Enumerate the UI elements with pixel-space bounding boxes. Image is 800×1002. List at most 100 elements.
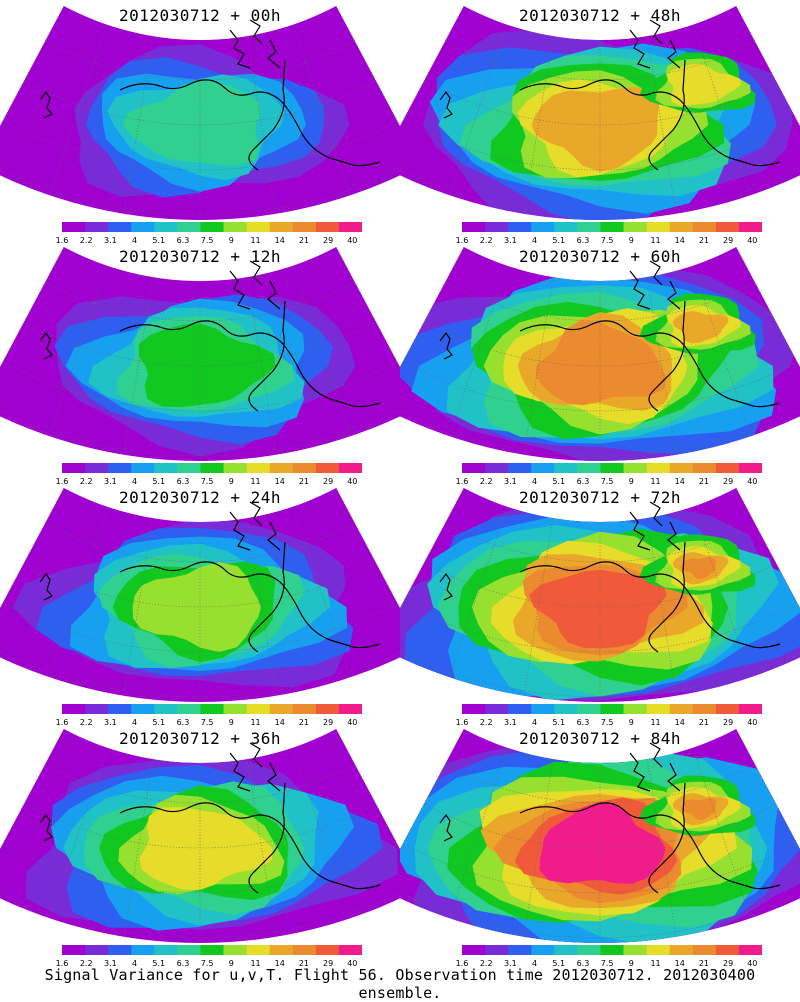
colorbar-swatch xyxy=(693,222,717,232)
colorbar-swatch xyxy=(670,222,694,232)
colorbar-swatch xyxy=(600,945,624,955)
colorbar-swatch xyxy=(716,945,740,955)
colorbar-swatch xyxy=(154,222,178,232)
colorbar-swatch xyxy=(339,463,362,473)
variance-map xyxy=(0,0,400,220)
colorbar-swatch xyxy=(624,704,648,714)
colorbar-swatch xyxy=(600,463,624,473)
colorbar-swatch xyxy=(647,463,671,473)
colorbar-swatch xyxy=(624,222,648,232)
colorbar-swatch xyxy=(62,222,86,232)
colorbar-swatch xyxy=(670,945,694,955)
colorbar-swatch xyxy=(108,945,132,955)
colorbar-swatch xyxy=(624,945,648,955)
colorbar-swatch xyxy=(693,945,717,955)
colorbar-swatch xyxy=(647,222,671,232)
colorbar-swatch xyxy=(577,704,601,714)
colorbar xyxy=(62,463,362,473)
colorbar-swatch xyxy=(108,463,132,473)
colorbar-swatch xyxy=(531,222,555,232)
colorbar-swatch xyxy=(554,463,578,473)
colorbar-swatch xyxy=(62,704,86,714)
colorbar-swatch xyxy=(554,704,578,714)
colorbar-swatch xyxy=(554,945,578,955)
colorbar xyxy=(62,945,362,955)
colorbar-swatch xyxy=(647,945,671,955)
colorbar-swatch xyxy=(108,704,132,714)
colorbar-swatch xyxy=(177,463,201,473)
colorbar-swatch xyxy=(577,945,601,955)
colorbar-swatch xyxy=(531,945,555,955)
colorbar-swatch xyxy=(647,704,671,714)
colorbar-swatch xyxy=(531,463,555,473)
colorbar-swatch xyxy=(316,463,340,473)
colorbar-swatch xyxy=(739,222,762,232)
colorbar-swatch xyxy=(339,222,362,232)
colorbar-swatch xyxy=(316,704,340,714)
colorbar-swatch xyxy=(154,945,178,955)
variance-map xyxy=(0,723,400,943)
colorbar-swatch xyxy=(485,945,509,955)
colorbar-swatch xyxy=(485,222,509,232)
colorbar-swatch xyxy=(131,463,155,473)
colorbar-swatch xyxy=(85,704,109,714)
colorbar-swatch xyxy=(508,945,532,955)
colorbar-swatch xyxy=(670,704,694,714)
colorbar-swatch xyxy=(131,222,155,232)
colorbar-swatch xyxy=(739,945,762,955)
figure-caption: Signal Variance for u,v,T. Flight 56. Ob… xyxy=(0,966,800,1002)
colorbar-swatch xyxy=(270,945,294,955)
colorbar-swatch xyxy=(508,704,532,714)
colorbar xyxy=(462,463,762,473)
colorbar-swatch xyxy=(177,222,201,232)
variance-map xyxy=(400,482,800,702)
colorbar xyxy=(462,704,762,714)
variance-map xyxy=(400,241,800,461)
colorbar-swatch xyxy=(739,704,762,714)
colorbar-swatch xyxy=(270,704,294,714)
colorbar-swatch xyxy=(293,945,317,955)
colorbar-swatch xyxy=(600,222,624,232)
colorbar-swatch xyxy=(200,945,224,955)
colorbar-swatch xyxy=(462,704,486,714)
colorbar-swatch xyxy=(600,704,624,714)
colorbar-swatch xyxy=(293,704,317,714)
colorbar-swatch xyxy=(716,704,740,714)
colorbar-swatch xyxy=(739,463,762,473)
colorbar xyxy=(62,704,362,714)
colorbar-swatch xyxy=(624,463,648,473)
colorbar xyxy=(462,222,762,232)
variance-map xyxy=(0,482,400,702)
colorbar-swatch xyxy=(177,945,201,955)
colorbar-swatch xyxy=(339,704,362,714)
colorbar-swatch xyxy=(200,222,224,232)
colorbar-swatch xyxy=(224,463,248,473)
colorbar-swatch xyxy=(670,463,694,473)
colorbar-swatch xyxy=(508,463,532,473)
colorbar-swatch xyxy=(293,222,317,232)
colorbar-swatch xyxy=(508,222,532,232)
colorbar-swatch xyxy=(693,463,717,473)
colorbar-swatch xyxy=(224,704,248,714)
colorbar-swatch xyxy=(200,463,224,473)
colorbar-swatch xyxy=(131,704,155,714)
colorbar-swatch xyxy=(462,222,486,232)
colorbar-swatch xyxy=(462,945,486,955)
colorbar-swatch xyxy=(554,222,578,232)
colorbar-swatch xyxy=(316,945,340,955)
colorbar-swatch xyxy=(693,704,717,714)
colorbar-swatch xyxy=(62,463,86,473)
variance-map xyxy=(400,723,800,943)
colorbar-swatch xyxy=(316,222,340,232)
colorbar-swatch xyxy=(224,222,248,232)
colorbar-swatch xyxy=(485,704,509,714)
colorbar-swatch xyxy=(531,704,555,714)
colorbar-swatch xyxy=(85,222,109,232)
